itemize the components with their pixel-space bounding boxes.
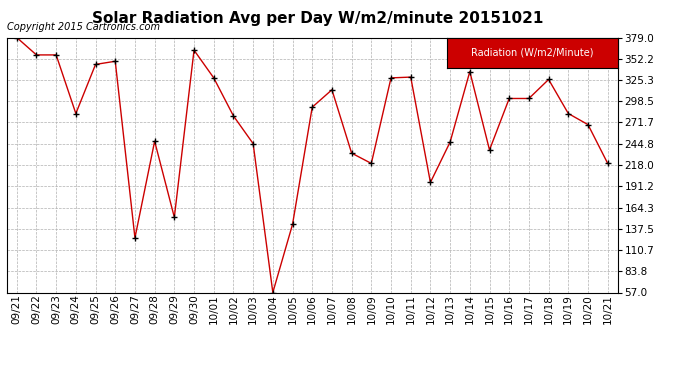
Text: Solar Radiation Avg per Day W/m2/minute 20151021: Solar Radiation Avg per Day W/m2/minute … xyxy=(92,11,543,26)
Text: Copyright 2015 Cartronics.com: Copyright 2015 Cartronics.com xyxy=(7,22,160,32)
